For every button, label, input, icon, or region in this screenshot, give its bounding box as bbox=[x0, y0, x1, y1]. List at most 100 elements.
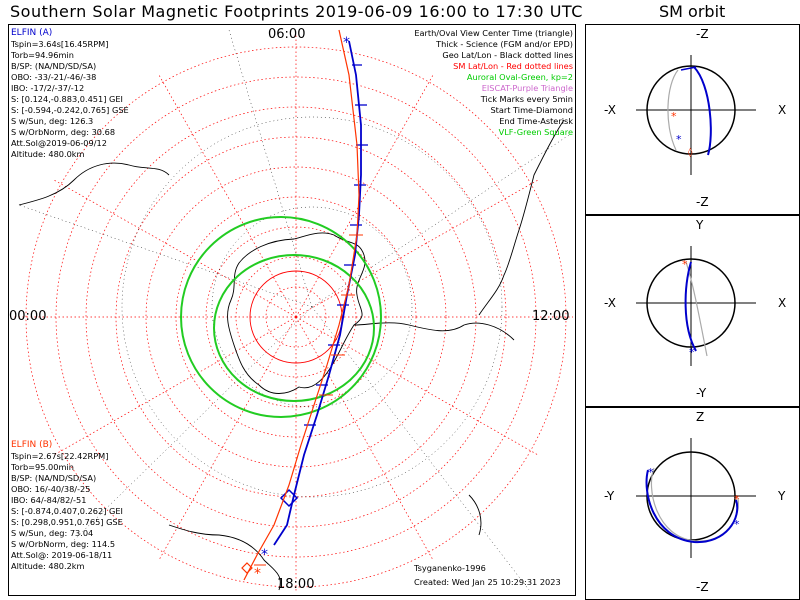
model-label: Tsyganenko-1996 bbox=[414, 563, 486, 573]
elfin-a-start-asterisk: * bbox=[734, 518, 740, 531]
axis-label-left: -X bbox=[604, 103, 616, 117]
axis-label-top: Y bbox=[696, 218, 704, 232]
sm-lon-lines bbox=[14, 35, 573, 593]
elfin-a-end-asterisk: * bbox=[689, 346, 695, 359]
auroral-oval bbox=[180, 216, 382, 418]
elfin-a-header: ELFIN (A) bbox=[11, 28, 53, 38]
elfin-a-line: OBO: -33/-21/-46/-38 bbox=[11, 72, 97, 82]
elfin-a-end-asterisk: * bbox=[648, 466, 654, 479]
elfin-b-start-diamond bbox=[241, 562, 253, 574]
legend-item: Auroral Oval-Green, kp=2 bbox=[466, 72, 573, 82]
earth-circle bbox=[646, 65, 736, 155]
elfin-b-line: OBO: 16/-40/38/-25 bbox=[11, 484, 91, 494]
coastlines bbox=[18, 119, 565, 591]
elfin-a-line: Torb=94.96min bbox=[11, 50, 74, 60]
elfin-b-end-asterisk: * bbox=[671, 110, 677, 123]
legend-item: Tick Marks every 5min bbox=[480, 94, 573, 104]
elfin-b-line: Altitude: 480.2km bbox=[11, 561, 85, 571]
elfin-a-line: Tspin=3.64s[16.45RPM] bbox=[11, 39, 109, 49]
elfin-b-end-asterisk: * bbox=[682, 258, 688, 271]
sm-pole-ring bbox=[249, 270, 343, 364]
legend-item: Earth/Oval View Center Time (triangle) bbox=[414, 28, 573, 38]
elfin-a-orbit bbox=[693, 66, 712, 156]
southern-africa-coast bbox=[18, 162, 170, 206]
legend-item: EISCAT-Purple Triangle bbox=[481, 83, 573, 93]
elfin-b-ticks bbox=[254, 234, 363, 566]
axis-label-left: -Y bbox=[604, 489, 615, 503]
elfin-a-line: B/SP: (NA/ND/SD/SA) bbox=[11, 61, 97, 71]
orbit-panel-xy: * * Y -Y -X X bbox=[585, 215, 800, 407]
elfin-a-line: S: [-0.594,-0.242,0.765] GSE bbox=[11, 105, 129, 115]
elfin-b-header: ELFIN (B) bbox=[11, 440, 53, 450]
elfin-a-start-diamond bbox=[279, 488, 299, 508]
south-america-coast bbox=[478, 119, 565, 316]
legend-item: VLF-Green Square bbox=[498, 127, 573, 137]
elfin-a-asterisk-bottom: * bbox=[261, 547, 268, 563]
map-legend: Earth/Oval View Center Time (triangle) T… bbox=[414, 28, 573, 138]
axis-label-right: X bbox=[778, 103, 787, 117]
elfin-a-ticks bbox=[304, 64, 368, 426]
axis-label-top: -Z bbox=[696, 27, 709, 41]
axis-label-left: -X bbox=[604, 296, 616, 310]
elfin-a-line: S w/Sun, deg: 126.3 bbox=[11, 116, 94, 126]
axis-label-right: X bbox=[778, 296, 787, 310]
legend-item: Thick - Science (FGM and/or EPD) bbox=[436, 39, 573, 49]
elfin-b-line: S: [-0.874,0.407,0.262] GEI bbox=[11, 506, 123, 516]
elfin-b-orbit bbox=[650, 467, 739, 542]
time-label-left: 00:00 bbox=[9, 309, 47, 324]
orbit-panel-xz: * * ◊ -Z -Z -X X bbox=[585, 24, 800, 215]
antarctic-peninsula bbox=[353, 322, 515, 341]
elfin-b-line: S w/OrbNorm, deg: 114.5 bbox=[11, 539, 116, 549]
time-label-top: 06:00 bbox=[268, 27, 306, 42]
elfin-a-info: ELFIN (A) Tspin=3.64s[16.45RPM] Torb=94.… bbox=[11, 28, 129, 160]
orbit-xz-canvas: * * ◊ bbox=[636, 55, 756, 175]
elfin-b-line: S: [0.298,0.951,0.765] GSE bbox=[11, 517, 123, 527]
legend-item: SM Lat/Lon - Red dotted lines bbox=[453, 61, 573, 71]
time-label-right: 12:00 bbox=[532, 309, 570, 324]
orbit-yz-canvas: * * * bbox=[636, 438, 756, 558]
orbit-title: SM orbit bbox=[659, 2, 726, 21]
legend-item: Geo Lat/Lon - Black dotted lines bbox=[442, 50, 573, 60]
elfin-a-orbit bbox=[645, 469, 739, 544]
time-label-bottom: 18:00 bbox=[277, 577, 315, 592]
page-title: Southern Solar Magnetic Footprints 2019-… bbox=[10, 2, 583, 21]
axis-label-right: Y bbox=[778, 489, 786, 503]
elfin-a-line: Att.Sol@2019-06-09/12 bbox=[11, 138, 107, 148]
elfin-b-trajectory bbox=[243, 29, 360, 581]
elfin-b-start-diamond: ◊ bbox=[688, 147, 693, 158]
elfin-b-info: ELFIN (B) Tspin=2.67s[22.42RPM] Torb=95.… bbox=[11, 440, 123, 572]
elfin-a-line: Altitude: 480.0km bbox=[11, 149, 85, 159]
orbit-xy-canvas: * * bbox=[636, 246, 756, 366]
map-canvas: * * * bbox=[14, 29, 573, 593]
geo-grid bbox=[18, 29, 570, 591]
nz-coast bbox=[468, 494, 482, 536]
australia-coast bbox=[168, 524, 281, 591]
elfin-a-orbit bbox=[684, 261, 697, 352]
elfin-b-end-asterisk: * bbox=[254, 566, 261, 582]
created-label: Created: Wed Jan 25 10:29:31 2023 bbox=[414, 577, 561, 587]
antarctica-outline bbox=[227, 232, 366, 394]
orbit-panel-yz: * * * Z -Z -Y Y bbox=[585, 407, 800, 600]
axis-label-bottom: -Z bbox=[696, 195, 709, 209]
elfin-b-line: Att.Sol@: 2019-06-18/11 bbox=[11, 550, 113, 560]
elfin-a-trajectory bbox=[273, 40, 362, 546]
earth-circle bbox=[646, 258, 736, 348]
elfin-b-orbit bbox=[667, 69, 679, 151]
elfin-b-line: Torb=95.00min bbox=[11, 462, 74, 472]
legend-item: End Time-Asterisk bbox=[499, 116, 573, 126]
elfin-a-line: S w/OrbNorm, deg: 30.68 bbox=[11, 127, 116, 137]
elfin-b-line: B/SP: (NA/ND/SD/SA) bbox=[11, 473, 97, 483]
elfin-b-line: IBO: 64/-84/82/-51 bbox=[11, 495, 87, 505]
elfin-a-end-asterisk: * bbox=[676, 133, 682, 146]
elfin-a-line: IBO: -17/2/-37/-12 bbox=[11, 83, 85, 93]
elfin-a-line: S: [0.124,-0.883,0.451] GEI bbox=[11, 94, 123, 104]
legend-item: Start Time-Diamond bbox=[490, 105, 573, 115]
elfin-b-end-asterisk: * bbox=[734, 493, 740, 506]
footprint-map: * * * 06:00 00:00 12:00 18:00 ELFIN (A) … bbox=[8, 24, 576, 596]
elfin-a-end-asterisk: * bbox=[343, 35, 350, 51]
elfin-b-line: S w/Sun, deg: 73.04 bbox=[11, 528, 94, 538]
elfin-b-line: Tspin=2.67s[22.42RPM] bbox=[11, 451, 109, 461]
axis-label-bottom: -Y bbox=[696, 386, 707, 400]
elfin-b-orbit bbox=[685, 261, 708, 357]
axis-label-top: Z bbox=[696, 410, 705, 424]
